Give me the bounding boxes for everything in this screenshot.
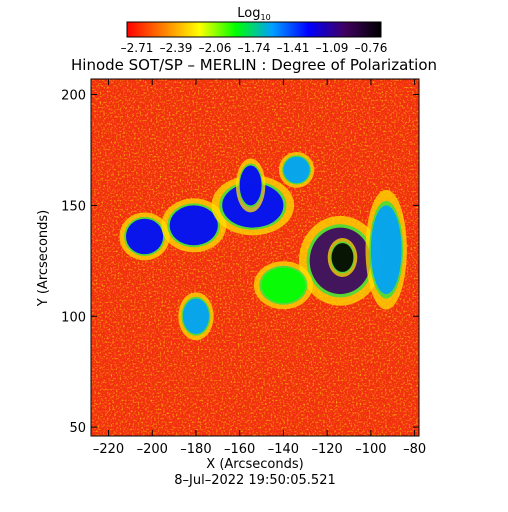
region-core [169,205,218,246]
colorbar-tick-labels: –2.71 –2.39 –2.06 –1.74 –1.41 –1.09 –0.76 [121,41,388,55]
y-tick-label: 100 [61,310,86,325]
x-tick-label: –180 [180,442,211,457]
colorbar-tick-label: –0.76 [355,41,388,55]
y-tick-label: 150 [61,199,86,214]
colorbar-tick-label: –2.39 [160,41,193,55]
y-axis: 50 100 150 200 [61,89,419,436]
colorbar [126,21,382,38]
polarization-regions [119,151,407,341]
colorbar-tick-label: –2.06 [199,41,232,55]
colorbar-tick-label: –1.41 [277,41,310,55]
region-core [331,243,354,272]
x-tick-label: –120 [311,442,342,457]
x-tick-label: –160 [224,442,255,457]
region-core [239,165,262,206]
region-core [182,298,210,334]
colorbar-label: Log10 [237,6,270,22]
x-axis: –220 –200 –180 –160 –140 –120 –100 –80 [93,79,426,457]
x-axis-label: X (Arcseconds) [206,457,303,472]
region-core [370,205,402,295]
colorbar-tick-label: –1.74 [238,41,271,55]
chart-title: Hinode SOT/SP – MERLIN : Degree of Polar… [71,56,437,74]
x-tick-label: –100 [355,442,386,457]
y-tick-label: 200 [61,89,86,104]
region-core [283,156,310,184]
x-tick-label: –80 [403,442,426,457]
region-core [261,267,306,303]
plot-frame [90,78,420,437]
x-tick-label: –140 [268,442,299,457]
colorbar-tick-label: –1.09 [316,41,349,55]
x-tick-label: –220 [93,442,124,457]
x-tick-label: –200 [137,442,168,457]
timestamp: 8–Jul–2022 19:50:05.521 [174,473,336,488]
colorbar-tick-label: –2.71 [121,41,154,55]
heatmap-area [91,79,419,436]
y-tick-label: 50 [69,421,86,436]
region-core [125,218,164,255]
y-axis-label: Y (Arcseconds) [36,210,51,307]
